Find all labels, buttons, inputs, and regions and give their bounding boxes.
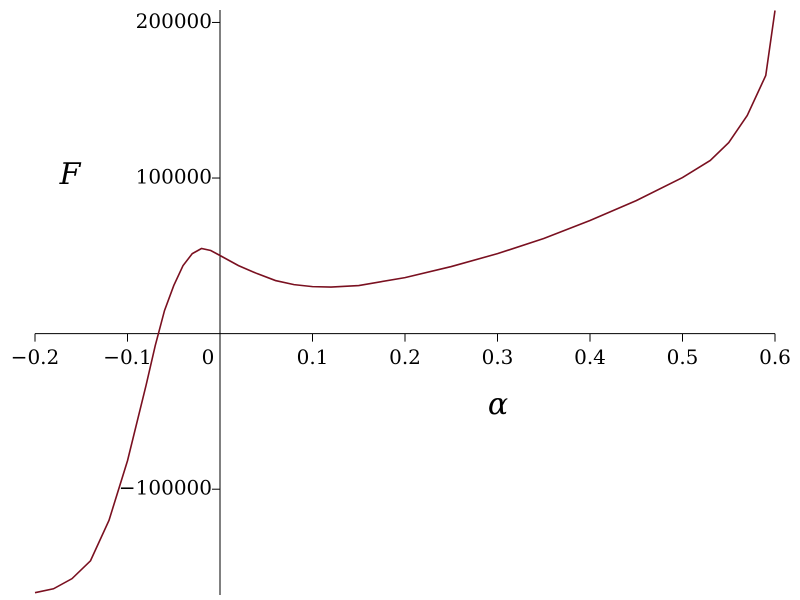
y-tick-label: 100000 <box>136 165 212 189</box>
y-tick-label: −100000 <box>119 476 212 500</box>
x-tick-label: 0.5 <box>667 345 699 369</box>
y-tick-label: 200000 <box>136 9 212 33</box>
x-tick-label: 0.4 <box>574 345 606 369</box>
x-tick-label: 0 <box>202 345 215 369</box>
x-tick-label: 0.6 <box>759 345 791 369</box>
x-tick-label: 0.1 <box>297 345 329 369</box>
y-axis-label: F <box>59 157 82 192</box>
x-axis-label: α <box>488 387 508 422</box>
x-tick-label: −0.1 <box>103 345 152 369</box>
x-tick-label: 0.2 <box>389 345 421 369</box>
x-tick-label: −0.2 <box>11 345 60 369</box>
curve <box>34 10 776 594</box>
x-tick-label: 0.3 <box>482 345 514 369</box>
